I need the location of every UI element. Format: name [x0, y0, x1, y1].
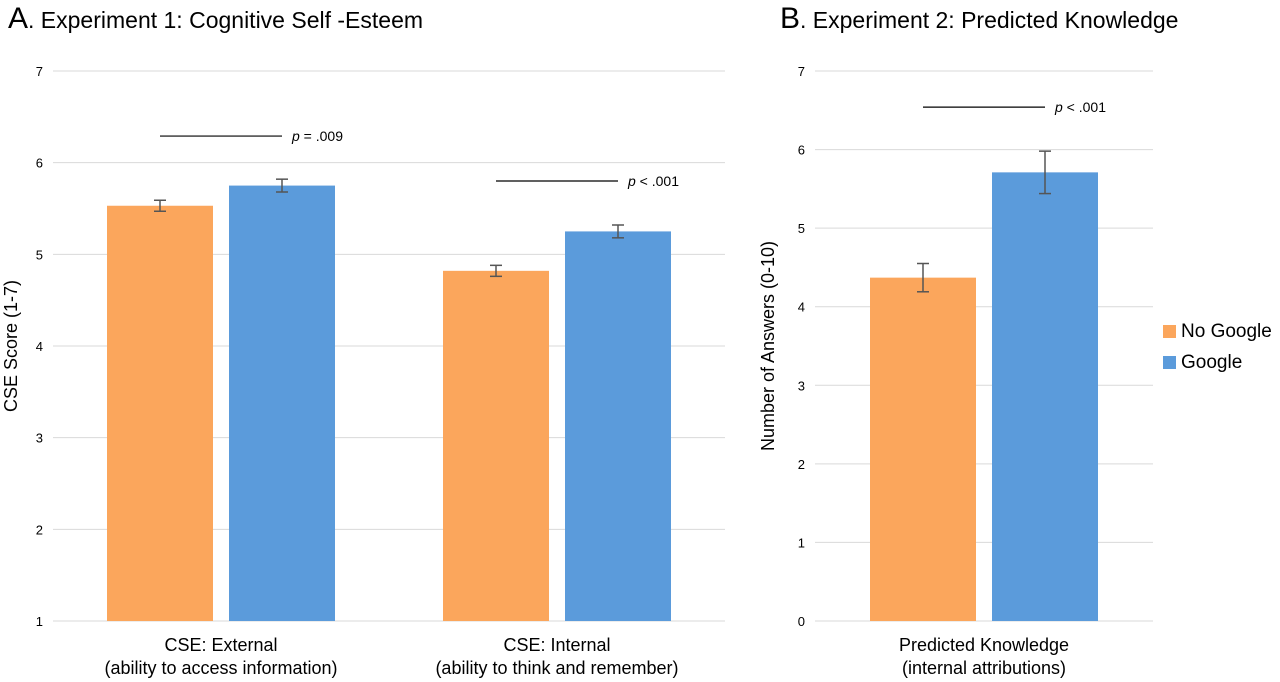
chart-a-ytick-label: 3	[36, 431, 43, 446]
chart-a-p-symbol: p	[291, 128, 300, 144]
chart-a-ytick-label: 5	[36, 247, 43, 262]
chart-a-category-label: (ability to access information)	[104, 658, 337, 678]
chart-b-ytick-label: 3	[798, 378, 805, 393]
chart-a-significance-label: p < .001	[627, 173, 679, 189]
chart-a: 1 2 3 4 5 6 7 CSE Score (1-7) CSE: External (abil…	[1, 64, 725, 678]
chart-a-bar-google	[229, 185, 335, 622]
chart-b-ytick-label: 2	[798, 457, 805, 472]
chart-b-bar-no-google	[870, 277, 976, 621]
chart-a-p-symbol: p	[627, 173, 636, 189]
chart-a-category-label: CSE: Internal	[503, 635, 610, 655]
chart-a-bar-google	[565, 231, 671, 621]
chart-a-ytick-label: 7	[36, 64, 43, 79]
chart-b-ylabel: Number of Answers (0-10)	[758, 241, 778, 451]
panel-a-letter: A	[8, 2, 29, 35]
chart-a-bar-no-google	[107, 205, 213, 621]
chart-a-significance-label: p = .009	[291, 128, 343, 144]
chart-b-ytick-label: 7	[798, 64, 805, 79]
chart-a-ytick-label: 6	[36, 156, 43, 171]
legend: No Google Google	[1163, 316, 1272, 378]
legend-item-no-google: No Google	[1163, 316, 1272, 347]
chart-a-bar-no-google	[443, 270, 549, 621]
panel-b-letter: B	[780, 2, 801, 35]
legend-label-no-google: No Google	[1181, 320, 1272, 342]
panel-a-title: A. Experiment 1: Cognitive Self -Esteem	[8, 2, 423, 36]
legend-swatch-google	[1163, 356, 1176, 369]
chart-b-bar-google	[992, 172, 1098, 621]
legend-label-google: Google	[1181, 351, 1243, 373]
chart-b-ytick-label: 0	[798, 614, 805, 629]
chart-a-ytick-label: 4	[36, 339, 43, 354]
chart-a-ylabel: CSE Score (1-7)	[1, 280, 21, 412]
legend-item-google: Google	[1163, 347, 1272, 378]
chart-a-category-label: CSE: External	[164, 635, 277, 655]
chart-b: 0 1 2 3 4 5 6 7 Number of Answers (0-10) Predicte…	[758, 64, 1153, 678]
chart-b-category-label: Predicted Knowledge	[899, 635, 1069, 655]
chart-a-ytick-label: 2	[36, 522, 43, 537]
legend-swatch-no-google	[1163, 325, 1176, 338]
chart-b-significance-label: p < .001	[1054, 99, 1106, 115]
chart-a-p-value: < .001	[636, 173, 679, 189]
panel-a-title-text: . Experiment 1: Cognitive Self -Esteem	[28, 7, 424, 33]
chart-a-ytick-label: 1	[36, 614, 43, 629]
chart-a-category-label: (ability to think and remember)	[435, 658, 678, 678]
chart-b-ytick-label: 5	[798, 221, 805, 236]
chart-b-p-value: < .001	[1063, 99, 1106, 115]
chart-b-category-label: (internal attributions)	[902, 658, 1066, 678]
chart-a-p-value: = .009	[300, 128, 343, 144]
panel-b-title: B. Experiment 2: Predicted Knowledge	[780, 2, 1178, 36]
chart-b-ytick-label: 1	[798, 535, 805, 550]
chart-b-p-symbol: p	[1054, 99, 1063, 115]
panel-b-title-text: . Experiment 2: Predicted Knowledge	[800, 7, 1179, 33]
chart-b-ytick-label: 4	[798, 300, 805, 315]
chart-b-ytick-label: 6	[798, 143, 805, 158]
